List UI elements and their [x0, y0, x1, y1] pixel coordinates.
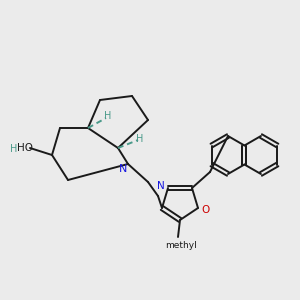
Text: methyl: methyl [165, 241, 197, 250]
Text: H: H [136, 134, 144, 144]
Text: HO: HO [17, 143, 33, 153]
Text: H: H [10, 144, 18, 154]
Text: N: N [157, 181, 165, 191]
Text: O: O [201, 205, 209, 215]
Text: N: N [119, 164, 127, 174]
Text: H: H [104, 111, 112, 121]
